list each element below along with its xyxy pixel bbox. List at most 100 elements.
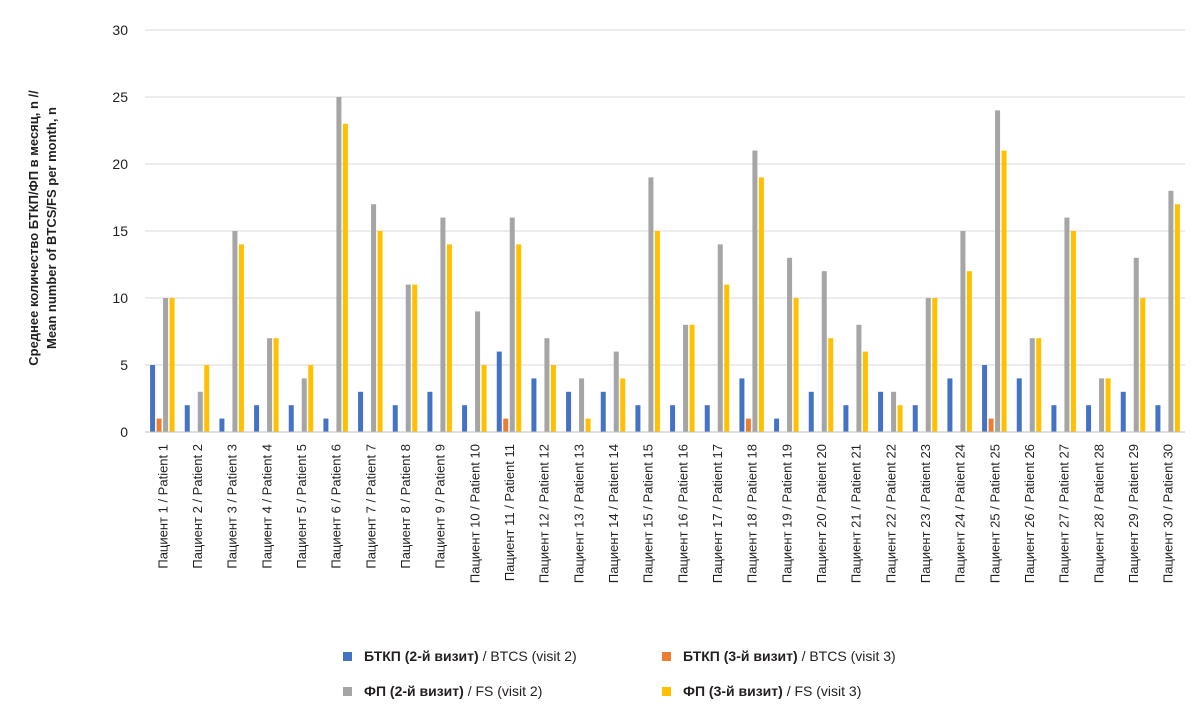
x-tick-label: Пациент 18 / Patient 18	[745, 444, 760, 583]
x-tick-label: Пациент 12 / Patient 12	[537, 444, 552, 583]
bar-series-4-patient-14	[620, 378, 626, 432]
bar-series-3-patient-21	[856, 324, 862, 432]
legend-label-en: / BTCS (visit 3)	[801, 648, 896, 664]
bar-series-3-patient-11	[509, 217, 515, 432]
bar-series-4-patient-26	[1036, 338, 1042, 432]
bar-series-1-patient-18	[739, 378, 745, 432]
bar-series-3-patient-24	[960, 231, 966, 432]
bar-series-3-patient-14	[613, 351, 619, 432]
bar-series-3-patient-8	[405, 284, 411, 432]
legend-item-fs-visit-2: ФП (2-й визит) / FS (visit 2)	[343, 683, 542, 699]
bar-series-3-patient-25	[995, 110, 1001, 433]
bar-series-1-patient-10	[462, 405, 468, 432]
gridlines	[145, 29, 1185, 366]
x-tick-label: Пациент 24 / Patient 24	[953, 444, 968, 583]
bar-series-3-patient-6	[336, 97, 342, 432]
bar-series-3-patient-20	[821, 271, 827, 432]
legend-label-ru: ФП (3-й визит)	[683, 683, 783, 699]
bar-series-4-patient-21	[862, 351, 868, 432]
bar-series-3-patient-18	[752, 150, 758, 432]
legend-item-btcs-visit-2: БТКП (2-й визит) / BTCS (visit 2)	[343, 648, 577, 664]
x-tick-label: Пациент 9 / Patient 9	[433, 444, 448, 569]
bar-series-4-patient-23	[932, 298, 938, 432]
bar-series-1-patient-28	[1086, 405, 1092, 432]
bar-series-4-patient-6	[342, 123, 348, 433]
legend-label-en: / FS (visit 3)	[786, 683, 862, 699]
y-tick-label: 30	[112, 22, 128, 38]
bar-series-4-patient-15	[654, 231, 660, 432]
bar-series-1-patient-5	[288, 405, 294, 432]
bar-series-4-patient-12	[550, 365, 556, 432]
bar-series-4-patient-13	[585, 418, 591, 432]
bar-series-4-patient-1	[169, 298, 175, 432]
x-tick-label: Пациент 26 / Patient 26	[1022, 444, 1037, 583]
x-tick-label: Пациент 22 / Patient 22	[883, 444, 898, 583]
bar-series-4-patient-24	[966, 271, 972, 432]
bar-series-1-patient-13	[566, 391, 572, 432]
bar-series-3-patient-5	[301, 378, 307, 432]
bar-series-2-patient-18	[745, 418, 751, 432]
bar-series-3-patient-29	[1133, 257, 1139, 432]
legend-swatch-fs-visit-3	[662, 686, 671, 696]
bar-series-4-patient-4	[273, 338, 279, 432]
bars	[150, 97, 1180, 433]
bar-series-1-patient-2	[184, 405, 190, 432]
y-tick-label: 5	[120, 357, 128, 373]
bar-series-4-patient-3	[238, 244, 244, 432]
y-axis-label: Среднее количество БТКП/ФП в месяц, n //…	[26, 90, 59, 366]
bar-series-4-patient-29	[1140, 298, 1146, 432]
legend-label-en: / BTCS (visit 2)	[482, 648, 577, 664]
x-tick-label: Пациент 19 / Patient 19	[779, 444, 794, 583]
y-tick-label: 15	[112, 223, 128, 239]
bar-series-1-patient-16	[670, 405, 676, 432]
y-axis-ticks: 0 5 10 15 20 25 30	[112, 22, 128, 440]
bar-series-3-patient-9	[440, 217, 446, 432]
bar-series-1-patient-29	[1120, 391, 1126, 432]
bar-series-4-patient-2	[204, 365, 210, 432]
bar-series-4-patient-11	[516, 244, 522, 432]
bar-series-4-patient-30	[1174, 204, 1180, 432]
legend-swatch-fs-visit-2	[343, 686, 352, 696]
bar-series-3-patient-3	[232, 231, 238, 432]
bar-series-1-patient-8	[392, 405, 398, 432]
x-tick-label: Пациент 10 / Patient 10	[467, 444, 482, 583]
bar-series-1-patient-20	[808, 391, 814, 432]
legend-label-en: / FS (visit 2)	[467, 683, 543, 699]
x-tick-label: Пациент 8 / Patient 8	[398, 444, 413, 569]
bar-series-1-patient-12	[531, 378, 537, 432]
x-tick-label: Пациент 6 / Patient 6	[329, 444, 344, 569]
bar-series-1-patient-24	[947, 378, 953, 432]
x-tick-label: Пациент 21 / Patient 21	[849, 444, 864, 583]
legend-item-btcs-visit-3: БТКП (3-й визит) / BTCS (visit 3)	[662, 648, 896, 664]
bar-series-3-patient-10	[475, 311, 481, 432]
bar-series-1-patient-23	[912, 405, 918, 432]
legend: БТКП (2-й визит) / BTCS (visit 2) БТКП (…	[0, 640, 1200, 710]
bar-series-2-patient-1	[156, 418, 162, 432]
legend-item-fs-visit-3: ФП (3-й визит) / FS (visit 3)	[662, 683, 861, 699]
bar-series-1-patient-7	[358, 391, 364, 432]
bar-series-1-patient-1	[150, 365, 156, 432]
bar-series-1-patient-3	[219, 418, 225, 432]
legend-swatch-btcs-visit-2	[343, 651, 352, 661]
y-tick-label: 20	[112, 156, 128, 172]
bar-series-3-patient-23	[925, 298, 931, 432]
bar-series-1-patient-15	[635, 405, 641, 432]
x-tick-label: Пациент 30 / Patient 30	[1161, 444, 1176, 583]
x-tick-label: Пациент 4 / Patient 4	[259, 444, 274, 569]
bar-series-3-patient-1	[163, 298, 169, 432]
x-tick-label: Пациент 20 / Patient 20	[814, 444, 829, 583]
bar-series-3-patient-22	[891, 391, 897, 432]
x-tick-label: Пациент 13 / Patient 13	[571, 444, 586, 583]
bar-series-4-patient-8	[412, 284, 418, 432]
bar-series-3-patient-26	[1029, 338, 1035, 432]
x-tick-label: Пациент 17 / Patient 17	[710, 444, 725, 583]
x-tick-label: Пациент 15 / Patient 15	[641, 444, 656, 583]
legend-label-ru: БТКП (2-й визит)	[364, 648, 479, 664]
bar-series-4-patient-28	[1105, 378, 1111, 432]
x-tick-label: Пациент 23 / Patient 23	[918, 444, 933, 583]
bar-series-3-patient-2	[197, 391, 203, 432]
bar-series-2-patient-25	[988, 418, 994, 432]
bar-series-1-patient-21	[843, 405, 849, 432]
bar-series-4-patient-20	[828, 338, 834, 432]
